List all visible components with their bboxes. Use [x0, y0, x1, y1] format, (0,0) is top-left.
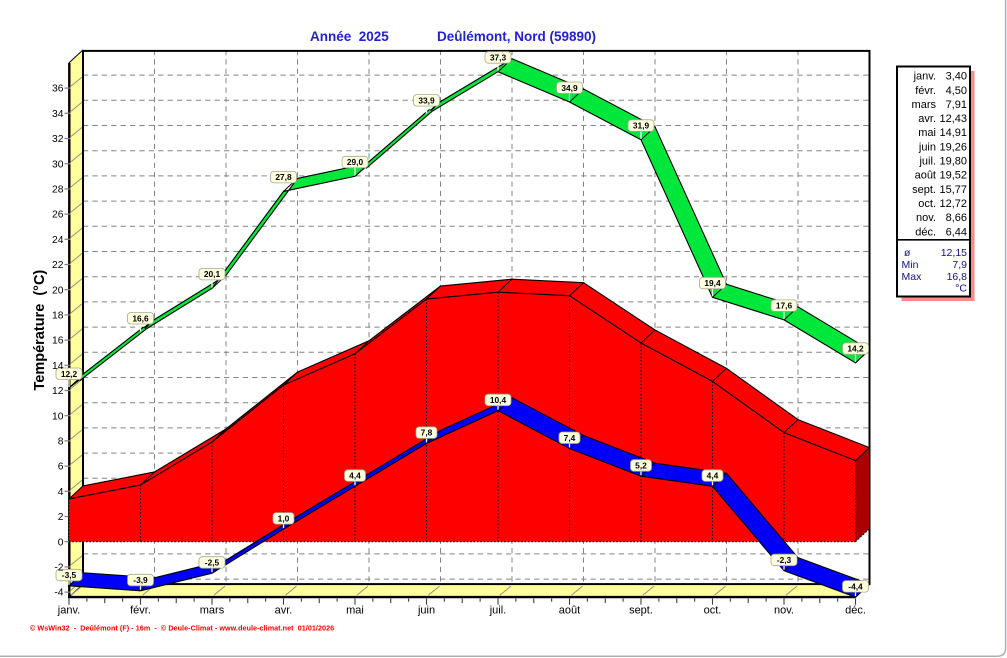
svg-text:oct.: oct.	[704, 605, 722, 617]
svg-text:6,44: 6,44	[946, 226, 967, 238]
svg-text:8,66: 8,66	[946, 212, 967, 224]
svg-text:nov.: nov.	[916, 212, 936, 224]
svg-text:4: 4	[58, 487, 64, 498]
svg-text:8: 8	[58, 437, 64, 448]
svg-text:7,91: 7,91	[946, 99, 967, 111]
svg-text:19,4: 19,4	[704, 278, 721, 288]
svg-text:juin: juin	[918, 141, 936, 153]
svg-text:20: 20	[52, 285, 64, 296]
svg-text:1,0: 1,0	[278, 513, 290, 523]
svg-text:déc.: déc.	[915, 226, 936, 238]
svg-text:Min: Min	[902, 259, 919, 271]
svg-text:-2: -2	[54, 563, 63, 574]
svg-text:19,80: 19,80	[939, 156, 967, 168]
svg-text:32: 32	[52, 134, 64, 145]
svg-text:juil.: juil.	[918, 156, 936, 168]
svg-text:7,4: 7,4	[564, 433, 576, 443]
svg-text:Année 2025: Année 2025	[310, 29, 389, 44]
svg-text:°C: °C	[955, 283, 967, 295]
svg-text:mai: mai	[918, 127, 936, 139]
svg-text:29,0: 29,0	[347, 157, 364, 167]
svg-text:16,6: 16,6	[132, 313, 149, 323]
svg-text:37,3: 37,3	[490, 53, 507, 63]
svg-text:0: 0	[58, 537, 64, 548]
svg-text:mars: mars	[200, 605, 225, 617]
svg-text:févr.: févr.	[130, 605, 151, 617]
svg-text:22: 22	[52, 260, 64, 271]
svg-text:34,9: 34,9	[561, 83, 578, 93]
svg-text:20,1: 20,1	[204, 269, 221, 279]
svg-text:4,50: 4,50	[946, 85, 967, 97]
svg-text:juin: juin	[417, 605, 435, 617]
svg-text:-4: -4	[54, 588, 63, 599]
svg-text:17,6: 17,6	[776, 301, 793, 311]
svg-text:mars: mars	[912, 99, 937, 111]
svg-text:24: 24	[52, 235, 64, 246]
svg-text:août: août	[559, 605, 580, 617]
svg-text:26: 26	[52, 210, 64, 221]
svg-text:12,43: 12,43	[939, 113, 967, 125]
svg-text:30: 30	[52, 159, 64, 170]
svg-text:7,9: 7,9	[952, 259, 967, 271]
svg-text:16,8: 16,8	[947, 271, 968, 283]
svg-text:31,9: 31,9	[633, 121, 650, 131]
svg-text:6: 6	[58, 462, 64, 473]
svg-text:14: 14	[52, 361, 64, 372]
svg-text:27,8: 27,8	[275, 172, 292, 182]
svg-text:14,2: 14,2	[847, 344, 864, 354]
svg-text:4,4: 4,4	[707, 471, 719, 481]
svg-text:sept.: sept.	[912, 184, 936, 196]
svg-text:5,2: 5,2	[635, 461, 647, 471]
svg-text:Max: Max	[902, 271, 923, 283]
svg-text:ø: ø	[904, 247, 911, 259]
svg-text:4,4: 4,4	[349, 471, 361, 481]
svg-text:3,40: 3,40	[946, 71, 967, 83]
svg-text:14,91: 14,91	[939, 127, 967, 139]
svg-text:oct.: oct.	[918, 198, 936, 210]
svg-text:19,26: 19,26	[939, 141, 967, 153]
svg-text:Deûlémont, Nord (59890): Deûlémont, Nord (59890)	[437, 29, 596, 44]
svg-text:nov.: nov.	[774, 605, 794, 617]
svg-text:-4,4: -4,4	[848, 581, 863, 591]
svg-text:16: 16	[52, 336, 64, 347]
svg-text:avr.: avr.	[275, 605, 293, 617]
svg-text:12,15: 12,15	[941, 247, 967, 259]
svg-text:34: 34	[52, 109, 64, 120]
svg-text:2: 2	[58, 512, 64, 523]
svg-text:28: 28	[52, 185, 64, 196]
svg-text:36: 36	[52, 84, 64, 95]
svg-text:févr.: févr.	[915, 85, 936, 97]
svg-text:19,52: 19,52	[939, 170, 967, 182]
svg-text:7,8: 7,8	[421, 428, 433, 438]
svg-text:janv.: janv.	[913, 71, 936, 83]
svg-text:Température (°C): Température (°C)	[32, 270, 48, 391]
svg-text:12: 12	[52, 386, 64, 397]
svg-text:avr.: avr.	[918, 113, 936, 125]
svg-text:août: août	[915, 170, 936, 182]
svg-text:18: 18	[52, 311, 64, 322]
svg-text:33,9: 33,9	[418, 95, 435, 105]
svg-text:-2,5: -2,5	[205, 558, 220, 568]
svg-text:10: 10	[52, 411, 64, 422]
svg-text:-2,3: -2,3	[777, 555, 792, 565]
svg-text:juil.: juil.	[489, 605, 507, 617]
svg-text:déc.: déc.	[845, 605, 866, 617]
svg-text:sept.: sept.	[629, 605, 653, 617]
svg-text:mai: mai	[346, 605, 364, 617]
svg-text:janv.: janv.	[57, 605, 80, 617]
svg-text:15,77: 15,77	[939, 184, 967, 196]
svg-text:-3,5: -3,5	[62, 570, 77, 580]
svg-text:-3,9: -3,9	[133, 575, 148, 585]
svg-text:© WsWin32 - Deûlémont (F) -: © WsWin32 - Deûlémont (F) - 16m - © Deul…	[30, 624, 334, 633]
svg-text:10,4: 10,4	[490, 395, 507, 405]
svg-text:12,72: 12,72	[939, 198, 967, 210]
svg-text:12,2: 12,2	[61, 369, 78, 379]
